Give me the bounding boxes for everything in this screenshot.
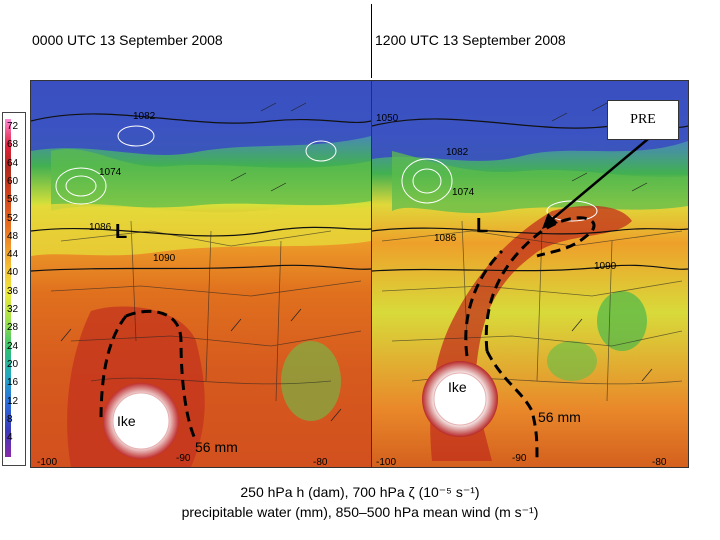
- colorbar-label: 36: [7, 285, 19, 297]
- right-contour-1050: 1050: [376, 113, 399, 124]
- left-lon-100: -100: [37, 457, 58, 468]
- left-lon-90: -90: [176, 453, 191, 464]
- left-contour-1090: 1090: [153, 253, 176, 264]
- colorbar-label: 44: [7, 249, 19, 261]
- left-contour-1082: 1082: [133, 111, 156, 122]
- left-map: 1082 1074 1086 1090 L Ike 56 mm -100 -90…: [30, 80, 372, 468]
- colorbar-label: 28: [7, 322, 19, 334]
- title-divider: [371, 4, 372, 78]
- colorbar-label: 32: [7, 304, 19, 315]
- right-contour-1090: 1090: [594, 261, 617, 272]
- colorbar-label: 56: [7, 194, 19, 206]
- right-map: 1050 1082 1074 1086 1090 L Ike 56 mm -10…: [371, 80, 689, 468]
- colorbar-label: 52: [7, 212, 19, 224]
- colorbar-label: 12: [7, 395, 19, 407]
- right-lon-90: -90: [512, 453, 527, 464]
- right-map-canvas: [372, 81, 688, 467]
- left-map-canvas: [31, 81, 371, 467]
- colorbar-label: 16: [7, 377, 19, 389]
- colorbar-label: 72: [7, 121, 19, 132]
- caption-line-2: precipitable water (mm), 850–500 hPa mea…: [181, 504, 539, 520]
- colorbar-label: 68: [7, 139, 19, 151]
- colorbar-label: 20: [7, 358, 19, 370]
- right-contour-1074: 1074: [452, 187, 475, 198]
- left-contour-1086: 1086: [89, 222, 112, 233]
- right-lon-80: -80: [652, 457, 667, 468]
- right-contour-1086: 1086: [434, 233, 457, 244]
- right-pw-label: 56 mm: [538, 409, 581, 425]
- colorbar-label: 48: [7, 230, 19, 242]
- colorbar-label: 8: [7, 413, 13, 425]
- colorbar-label: 60: [7, 175, 19, 187]
- left-low-marker: L: [115, 221, 128, 243]
- right-panel-title: 1200 UTC 13 September 2008: [375, 32, 566, 48]
- colorbar-label: 64: [7, 157, 19, 169]
- left-pw-label: 56 mm: [195, 439, 238, 455]
- colorbar-gradient: [5, 119, 11, 457]
- colorbar-label: 4: [7, 432, 13, 444]
- caption-line-1: 250 hPa h (dam), 700 hPa ζ (10⁻⁵ s⁻¹): [240, 484, 480, 500]
- left-contour-1074: 1074: [99, 167, 122, 178]
- right-lon-100: -100: [376, 457, 397, 468]
- left-lon-80: -80: [313, 457, 328, 468]
- right-contour-1082: 1082: [446, 147, 469, 158]
- right-storm-label: Ike: [448, 379, 467, 395]
- colorbar: [2, 112, 26, 466]
- left-storm-label: Ike: [117, 413, 136, 429]
- colorbar-label: 40: [7, 267, 19, 279]
- left-panel-title: 0000 UTC 13 September 2008: [32, 32, 223, 48]
- right-low-marker: L: [476, 215, 489, 237]
- colorbar-label: 24: [7, 340, 19, 352]
- pre-callout: PRE: [607, 100, 679, 140]
